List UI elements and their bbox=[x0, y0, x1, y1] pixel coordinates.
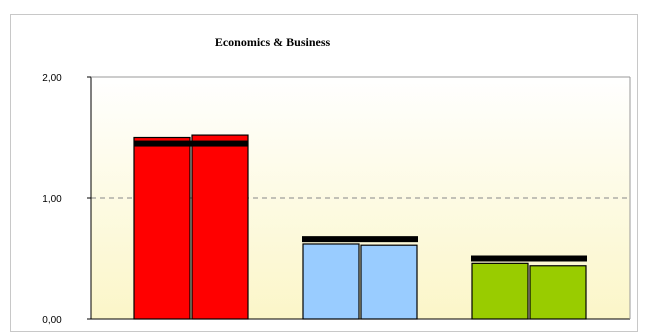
chart-title: Economics & Business bbox=[214, 35, 331, 49]
benchmark-marker-2 bbox=[302, 236, 418, 243]
bar-g3-2 bbox=[529, 265, 587, 320]
bar-g2-1 bbox=[302, 243, 360, 320]
benchmark-marker-3 bbox=[471, 255, 587, 262]
bar-g2-2 bbox=[360, 244, 418, 320]
benchmark-marker-1 bbox=[134, 140, 248, 147]
y-tick-label: 0,00 bbox=[42, 315, 62, 326]
bar-g1-1 bbox=[133, 136, 191, 320]
bar-g1-2 bbox=[191, 134, 249, 320]
bar-g3-1 bbox=[471, 262, 529, 320]
y-tick-label: 2,00 bbox=[42, 73, 62, 84]
y-tick-label: 1,00 bbox=[42, 194, 62, 205]
